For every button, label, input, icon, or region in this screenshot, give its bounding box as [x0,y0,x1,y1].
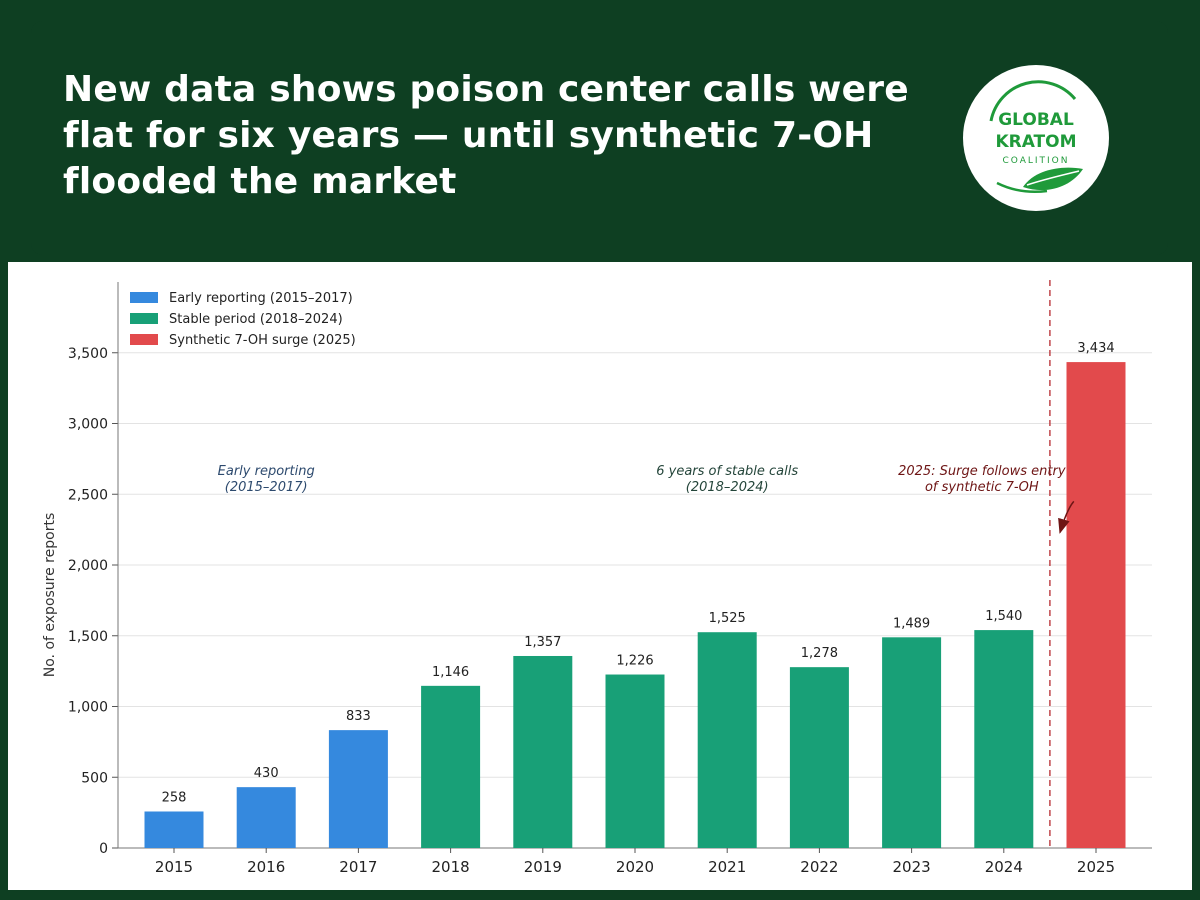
x-tick-label: 2016 [247,858,285,876]
annotation-text: of synthetic 7-OH [925,480,1039,495]
annotation-text: (2018–2024) [686,480,769,495]
y-tick-label: 2,500 [68,487,108,503]
legend-swatch [130,292,158,303]
x-tick-label: 2018 [432,858,470,876]
bar-2022 [789,667,849,848]
bar-value-label: 1,540 [985,609,1022,624]
bar-2019 [513,655,573,848]
leaf-icon [996,167,1083,193]
x-tick-label: 2021 [708,858,746,876]
bar-chart: 0 500 1,000 1,500 2,000 2,500 3,000 3,500 No. of… [42,280,1152,876]
x-tick-label: 2015 [155,858,193,876]
x-tick-label: 2025 [1077,858,1115,876]
x-tick-label: 2023 [893,858,931,876]
bar-value-label: 1,489 [893,616,930,631]
annotation-arrow [1058,500,1075,534]
bar-2016 [236,787,296,848]
bar-2017 [328,730,388,848]
x-tick-label: 2020 [616,858,654,876]
y-tick-label: 1,000 [68,700,108,716]
legend-entry: Early reporting (2015–2017) [169,291,353,306]
legend-swatch [130,313,158,324]
global-kratom-coalition-logo: GLOBAL KRATOM COALITION [963,65,1109,211]
bar-2021 [697,632,757,848]
header-banner: New data shows poison center calls were … [31,21,1168,255]
legend-entry: Stable period (2018–2024) [169,312,343,327]
logo-ring-arc [989,80,1077,122]
bar-value-label: 1,226 [616,654,653,669]
x-tick-label: 2024 [985,858,1023,876]
y-tick-label: 3,000 [68,417,108,433]
headline: New data shows poison center calls were … [63,69,909,202]
bar-value-label: 833 [346,709,371,724]
bar-2020 [605,674,665,848]
bar-2018 [421,685,481,848]
bar-value-label: 1,357 [524,635,561,650]
bar-value-label: 430 [254,766,279,781]
logo-graphic: GLOBAL KRATOM COALITION [989,80,1083,193]
bar-2025 [1066,362,1126,848]
annotation-text: 6 years of stable calls [656,464,798,479]
bar-value-label: 1,278 [801,646,838,661]
y-tick-label: 0 [99,841,108,857]
bar-value-label: 3,434 [1077,341,1114,356]
annotation-text: (2015–2017) [225,480,308,495]
bar-2023 [882,637,942,848]
legend-swatch [130,334,158,345]
x-tick-label: 2017 [339,858,377,876]
logo-line-kratom: KRATOM [995,132,1076,152]
bar-value-label: 1,525 [709,611,746,626]
logo-line-coalition: COALITION [1002,156,1069,166]
legend-entry: Synthetic 7-OH surge (2025) [169,333,356,348]
bar-2015 [144,811,204,848]
y-tick-label: 500 [81,770,108,786]
chart-panel: 0 500 1,000 1,500 2,000 2,500 3,000 3,500 No. of… [8,262,1192,890]
bar-value-label: 1,146 [432,665,469,680]
y-tick-label: 3,500 [68,346,108,362]
y-axis-label: No. of exposure reports [42,513,58,677]
y-tick-label: 1,500 [68,629,108,645]
annotation-text: 2025: Surge follows entry [898,464,1066,479]
y-tick-label: 2,000 [68,558,108,574]
x-tick-label: 2019 [524,858,562,876]
bar-value-label: 258 [162,790,187,805]
bar-2024 [974,630,1034,848]
annotation-text: Early reporting [218,464,315,479]
x-tick-label: 2022 [800,858,838,876]
logo-line-global: GLOBAL [998,110,1074,130]
